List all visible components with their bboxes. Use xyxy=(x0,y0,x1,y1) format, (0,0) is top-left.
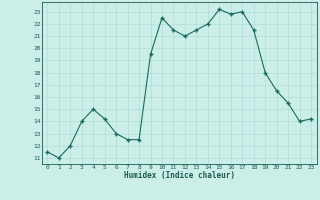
X-axis label: Humidex (Indice chaleur): Humidex (Indice chaleur) xyxy=(124,171,235,180)
